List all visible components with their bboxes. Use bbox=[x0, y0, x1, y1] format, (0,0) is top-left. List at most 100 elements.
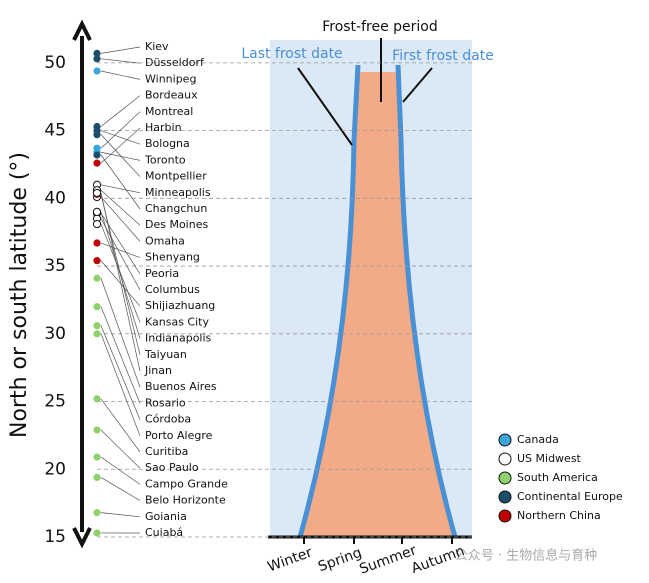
leader-line bbox=[100, 46, 141, 54]
point bbox=[93, 67, 101, 75]
left-label: Last frost date bbox=[241, 46, 342, 62]
pointer bbox=[297, 67, 353, 146]
point bbox=[93, 473, 101, 481]
legend-swatch bbox=[498, 509, 512, 523]
point bbox=[93, 322, 101, 330]
point bbox=[93, 131, 101, 139]
city-label: Taiyuan bbox=[144, 348, 187, 361]
leader-line bbox=[100, 58, 141, 64]
first-frost-curve bbox=[395, 64, 458, 538]
leader-line bbox=[100, 512, 141, 518]
city-label: Córdoba bbox=[145, 413, 191, 426]
legend-label: US Midwest bbox=[517, 452, 582, 465]
y-tick-label: 35 bbox=[44, 256, 66, 276]
leader-line bbox=[100, 127, 141, 164]
city-label: Toronto bbox=[144, 153, 186, 166]
leader-line bbox=[100, 218, 141, 291]
leader-line bbox=[100, 398, 141, 453]
season-label: Summer bbox=[357, 542, 419, 577]
point bbox=[93, 151, 101, 159]
leader-line bbox=[100, 429, 141, 469]
leader-line bbox=[100, 95, 141, 127]
leader-line bbox=[100, 477, 141, 501]
y-tick-label: 50 bbox=[44, 53, 66, 73]
point bbox=[92, 219, 102, 229]
point bbox=[93, 55, 101, 63]
leader-line bbox=[100, 130, 141, 145]
legend-swatch bbox=[498, 490, 512, 504]
city-label: Des Moines bbox=[145, 218, 208, 231]
city-label: Kiev bbox=[145, 40, 169, 53]
city-label: Changchun bbox=[145, 202, 207, 215]
leader-line bbox=[100, 196, 141, 242]
y-tick-label: 45 bbox=[44, 121, 66, 141]
point bbox=[92, 207, 102, 216]
city-label: Kansas City bbox=[145, 315, 209, 328]
y-axis-label: North or south latitude (°) bbox=[7, 152, 32, 438]
y-tick-label: 40 bbox=[44, 188, 66, 208]
city-label: Shenyang bbox=[145, 251, 200, 264]
point bbox=[93, 274, 101, 282]
legend-swatch bbox=[498, 433, 512, 447]
y-tick-label: 25 bbox=[44, 392, 66, 412]
leader-line bbox=[100, 192, 141, 372]
city-label: Minneapolis bbox=[145, 186, 211, 199]
frost-free-area bbox=[300, 72, 455, 537]
point bbox=[93, 239, 101, 247]
point bbox=[93, 529, 101, 537]
point bbox=[93, 330, 101, 338]
city-label: Harbin bbox=[145, 121, 182, 134]
city-label: Buenos Aires bbox=[145, 380, 217, 393]
point bbox=[93, 395, 101, 403]
point bbox=[93, 426, 101, 434]
city-label: Shijiazhuang bbox=[145, 299, 215, 312]
legend-label: Northern China bbox=[517, 509, 601, 522]
y-tick-label: 15 bbox=[44, 527, 66, 547]
city-label: Belo Horizonte bbox=[145, 494, 226, 507]
city-label: Montpellier bbox=[145, 170, 207, 183]
leader-line bbox=[100, 278, 141, 388]
legend-label: Continental Europe bbox=[517, 490, 623, 503]
season-label: Winter bbox=[266, 545, 315, 576]
city-label: Sao Paulo bbox=[145, 461, 199, 474]
leader-line bbox=[100, 154, 141, 210]
city-label: Montreal bbox=[145, 105, 193, 118]
leader-line bbox=[100, 111, 141, 149]
arrow-head bbox=[72, 527, 92, 549]
city-label: Bologna bbox=[145, 137, 190, 150]
city-label: Cuiabá bbox=[145, 526, 183, 539]
diagram-title: Frost-free period bbox=[322, 19, 438, 35]
city-label: Düsseldorf bbox=[145, 56, 205, 69]
leader-line bbox=[100, 333, 141, 436]
watermark: 公众号 · 生物信息与育种 bbox=[455, 548, 597, 564]
city-label: Columbus bbox=[145, 283, 200, 296]
city-label: Curitiba bbox=[145, 445, 188, 458]
legend-label: Canada bbox=[517, 433, 559, 446]
city-label: Rosario bbox=[145, 396, 186, 409]
city-label: Porto Alegre bbox=[145, 429, 213, 442]
legend-swatch bbox=[498, 471, 512, 485]
leader-line bbox=[100, 134, 141, 177]
city-label: Winnipeg bbox=[145, 72, 196, 85]
point bbox=[93, 453, 101, 461]
pointer bbox=[402, 67, 433, 103]
leader-line bbox=[100, 325, 141, 420]
city-label: Goiania bbox=[145, 510, 187, 523]
y-tick-label: 20 bbox=[44, 459, 66, 479]
y-tick-label: 30 bbox=[44, 324, 66, 344]
point bbox=[93, 49, 101, 57]
season-label: Autumn bbox=[409, 543, 466, 577]
leader-line bbox=[100, 213, 141, 274]
city-label: Indianapolis bbox=[145, 332, 212, 345]
legend-label: South America bbox=[517, 471, 598, 484]
city-label: Campo Grande bbox=[145, 477, 228, 490]
leader-line bbox=[100, 306, 141, 404]
city-label: Bordeaux bbox=[145, 89, 198, 102]
last-frost-curve bbox=[297, 64, 361, 538]
point bbox=[93, 159, 101, 167]
point bbox=[93, 303, 101, 311]
right-label: First frost date bbox=[392, 48, 494, 64]
point bbox=[92, 188, 102, 198]
leader-line bbox=[100, 189, 141, 226]
